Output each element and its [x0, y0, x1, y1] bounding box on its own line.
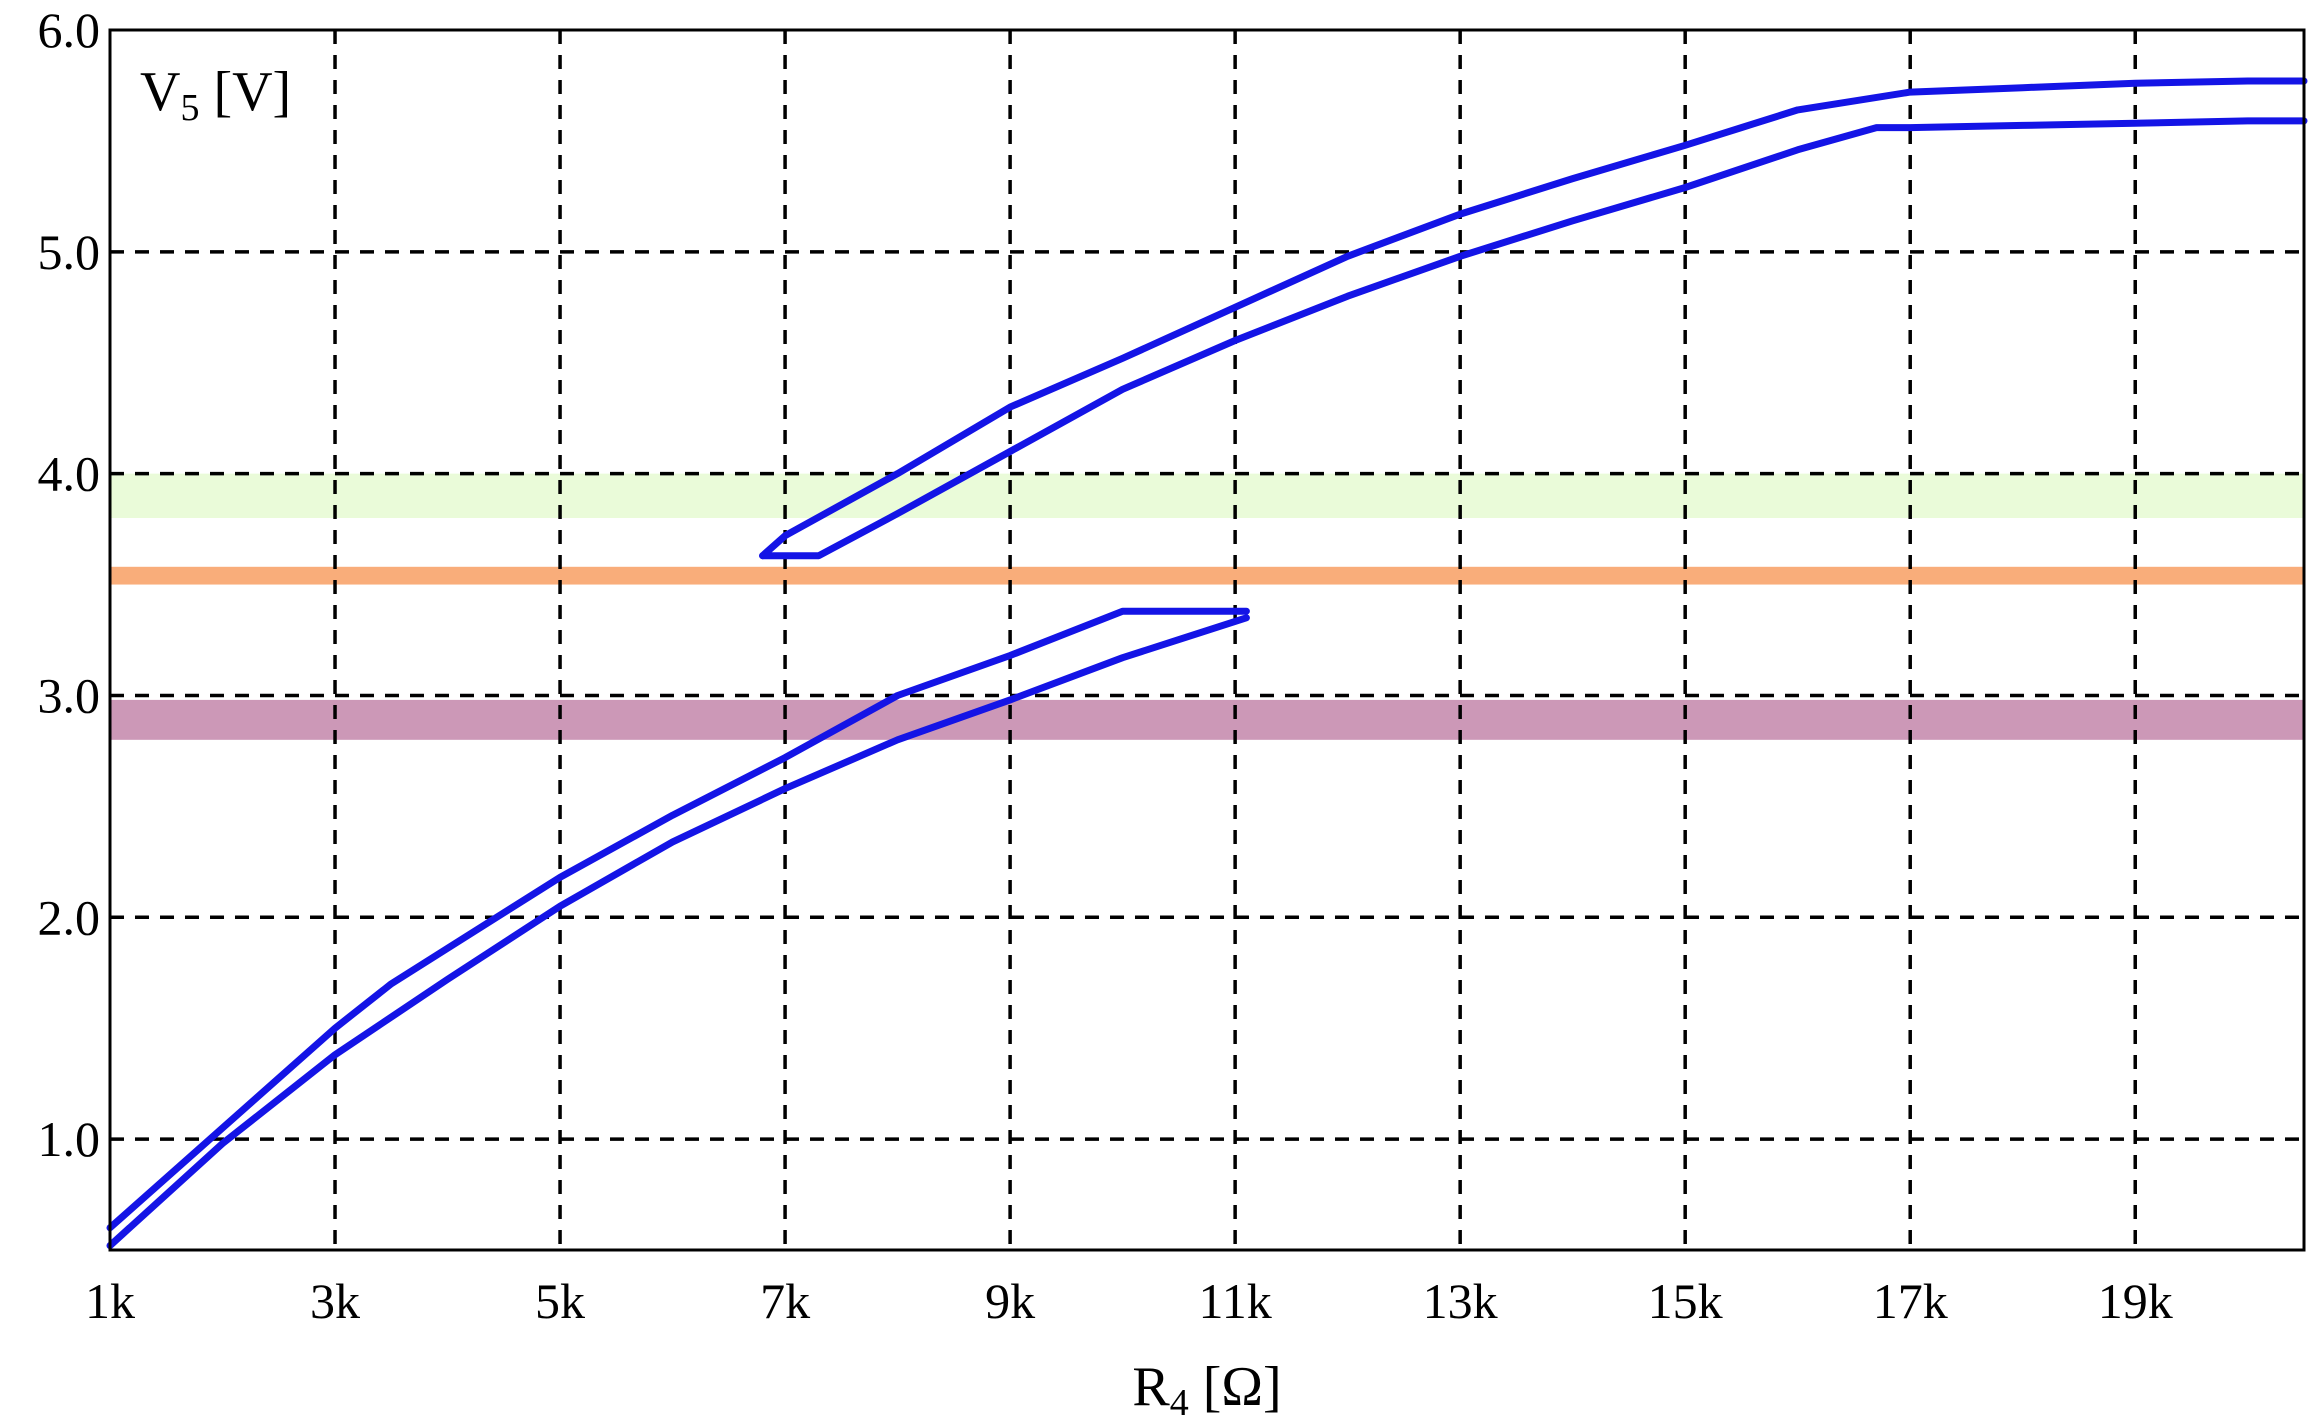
series-line-3 — [759, 117, 2308, 560]
x-tick-label-0: 1k — [85, 1273, 135, 1329]
x-tick-label-1: 3k — [310, 1273, 360, 1329]
series-line-1 — [106, 614, 1250, 1250]
y-tick-labels: 1.0 2.0 3.0 4.0 5.0 6.0 — [38, 2, 101, 1167]
grid — [110, 30, 2304, 1250]
y-axis-title: V5 [V] — [140, 61, 291, 129]
x-tick-label-5: 11k — [1199, 1273, 1272, 1329]
plot-frame — [108, 28, 2306, 1252]
y-tick-label-1: 2.0 — [38, 889, 101, 945]
y-tick-label-0: 1.0 — [38, 1111, 101, 1167]
x-axis-title-unit: [Ω] — [1189, 1356, 1282, 1418]
y-tick-label-5: 6.0 — [38, 2, 101, 58]
y-tick-label-3: 4.0 — [38, 446, 101, 502]
x-axis-title-symbol: R — [1132, 1356, 1170, 1418]
x-tick-label-2: 5k — [535, 1273, 585, 1329]
series-line-0 — [106, 607, 1250, 1232]
x-tick-label-8: 17k — [1873, 1273, 1948, 1329]
series-line-2 — [759, 77, 2308, 560]
series-group — [106, 77, 2308, 1250]
band-1 — [110, 566, 2304, 585]
y-axis-title-symbol: V — [140, 61, 180, 123]
y-tick-label-2: 3.0 — [38, 667, 101, 723]
x-tick-label-7: 15k — [1648, 1273, 1723, 1329]
x-tick-label-9: 19k — [2098, 1273, 2173, 1329]
y-axis-title-subscript: 5 — [180, 87, 199, 129]
x-tick-labels: 1k 3k 5k 7k 9k 11k 13k 15k 17k 19k — [85, 1273, 2173, 1329]
x-tick-label-4: 9k — [985, 1273, 1035, 1329]
x-axis-title-subscript: 4 — [1170, 1382, 1189, 1424]
y-tick-label-4: 5.0 — [38, 224, 101, 280]
threshold-bands — [110, 473, 2304, 740]
x-axis-title: R4 [Ω] — [1132, 1356, 1281, 1424]
x-tick-label-6: 13k — [1423, 1273, 1498, 1329]
band-2 — [110, 699, 2304, 740]
x-tick-label-3: 7k — [760, 1273, 810, 1329]
y-axis-title-unit: [V] — [199, 61, 291, 123]
band-0 — [110, 473, 2304, 518]
